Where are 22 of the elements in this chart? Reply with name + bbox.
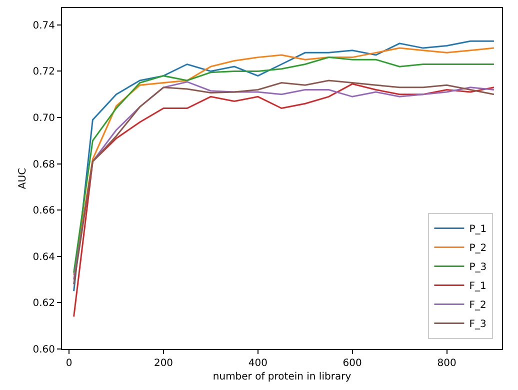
x-tick-label: 200 bbox=[154, 358, 174, 369]
legend-label: P_3 bbox=[469, 262, 487, 274]
legend-label: F_2 bbox=[469, 300, 486, 312]
y-tick-label: 0.60 bbox=[32, 344, 55, 356]
y-tick-label: 0.62 bbox=[32, 298, 55, 310]
legend-label: P_1 bbox=[469, 224, 487, 236]
legend-label: F_1 bbox=[469, 281, 486, 292]
x-tick-label: 400 bbox=[248, 358, 268, 369]
x-tick-label: 600 bbox=[342, 358, 362, 369]
x-axis-title: number of protein in library bbox=[212, 372, 352, 382]
legend-label: F_3 bbox=[469, 319, 486, 330]
y-tick-label: 0.64 bbox=[32, 252, 55, 263]
x-tick-label: 0 bbox=[66, 358, 72, 369]
legend-label: P_2 bbox=[469, 243, 487, 254]
y-tick-label: 0.72 bbox=[32, 66, 55, 78]
x-tick-label: 800 bbox=[437, 358, 456, 369]
y-tick-label: 0.68 bbox=[32, 159, 55, 170]
y-tick-label: 0.74 bbox=[32, 20, 55, 32]
y-tick-label: 0.70 bbox=[32, 113, 55, 124]
line-series bbox=[73, 83, 495, 318]
y-tick-label: 0.66 bbox=[32, 206, 55, 217]
y-axis-title: AUC bbox=[18, 168, 29, 190]
